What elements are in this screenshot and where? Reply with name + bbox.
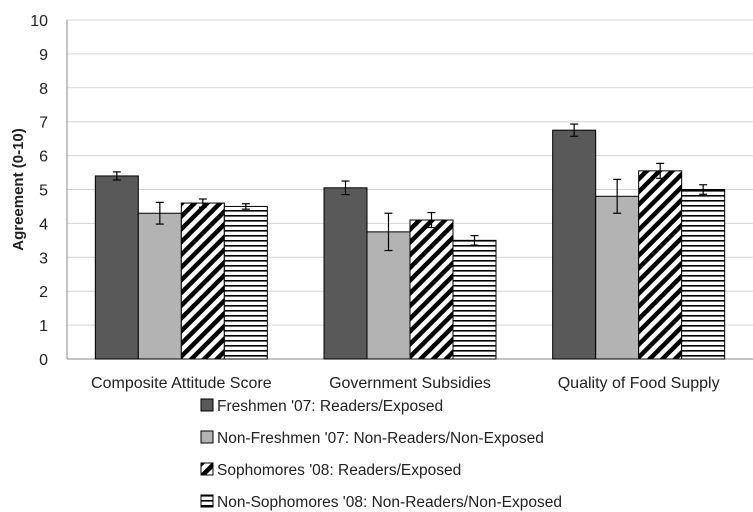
y-tick-label: 2 xyxy=(39,284,48,301)
bar-2-2 xyxy=(366,231,411,360)
bar-4-1 xyxy=(223,205,268,360)
y-tick-label: 7 xyxy=(39,115,48,132)
legend-label: Freshmen '07: Readers/Exposed xyxy=(217,398,443,415)
x-category-label: Quality of Food Supply xyxy=(558,375,720,392)
bar-4-3 xyxy=(681,189,726,360)
y-tick-label: 10 xyxy=(30,13,48,30)
legend-swatch xyxy=(200,430,214,444)
legend-swatch xyxy=(200,462,214,476)
y-axis-label: Agreement (0-10) xyxy=(10,128,27,251)
y-tick-label: 4 xyxy=(39,216,48,233)
legend-label: Non-Sophomores '08: Non-Readers/Non-Expo… xyxy=(217,494,562,511)
error-bars xyxy=(112,123,708,252)
bar-1-3 xyxy=(552,129,597,360)
y-tick-label: 9 xyxy=(39,47,48,64)
bar-1-1 xyxy=(94,175,139,360)
legend-label: Sophomores '08: Readers/Exposed xyxy=(217,462,461,479)
x-category-label: Government Subsidies xyxy=(329,375,491,392)
legend-item: Freshmen '07: Readers/Exposed xyxy=(200,398,443,415)
legend-label: Non-Freshmen '07: Non-Readers/Non-Expose… xyxy=(217,430,544,447)
bar-3-3 xyxy=(638,170,683,360)
y-tick-label: 3 xyxy=(39,250,48,267)
legend-swatch xyxy=(200,494,214,508)
y-tick-label: 0 xyxy=(39,352,48,369)
category-labels: Composite Attitude Score Government Subsi… xyxy=(91,375,720,392)
y-tick-label: 1 xyxy=(39,318,48,335)
bar-1-2 xyxy=(323,187,368,360)
legend-item: Sophomores '08: Readers/Exposed xyxy=(200,462,461,479)
legend: Freshmen '07: Readers/Exposed Non-Freshme… xyxy=(200,398,562,511)
bar-3-1 xyxy=(180,202,225,360)
legend-swatch xyxy=(200,398,214,412)
x-category-label: Composite Attitude Score xyxy=(91,375,272,392)
y-tick-label: 5 xyxy=(39,183,48,200)
bar-2-3 xyxy=(595,195,640,360)
y-tick-label: 6 xyxy=(39,149,48,166)
legend-item: Non-Sophomores '08: Non-Readers/Non-Expo… xyxy=(200,494,562,511)
legend-item: Non-Freshmen '07: Non-Readers/Non-Expose… xyxy=(200,430,544,447)
bar-2-1 xyxy=(137,212,182,360)
bars xyxy=(94,129,726,360)
bar-4-2 xyxy=(452,239,497,360)
bar-3-2 xyxy=(409,219,454,360)
y-tick-label: 8 xyxy=(39,81,48,98)
y-tick-labels: 0 1 2 3 4 5 6 7 8 9 10 xyxy=(30,13,48,369)
